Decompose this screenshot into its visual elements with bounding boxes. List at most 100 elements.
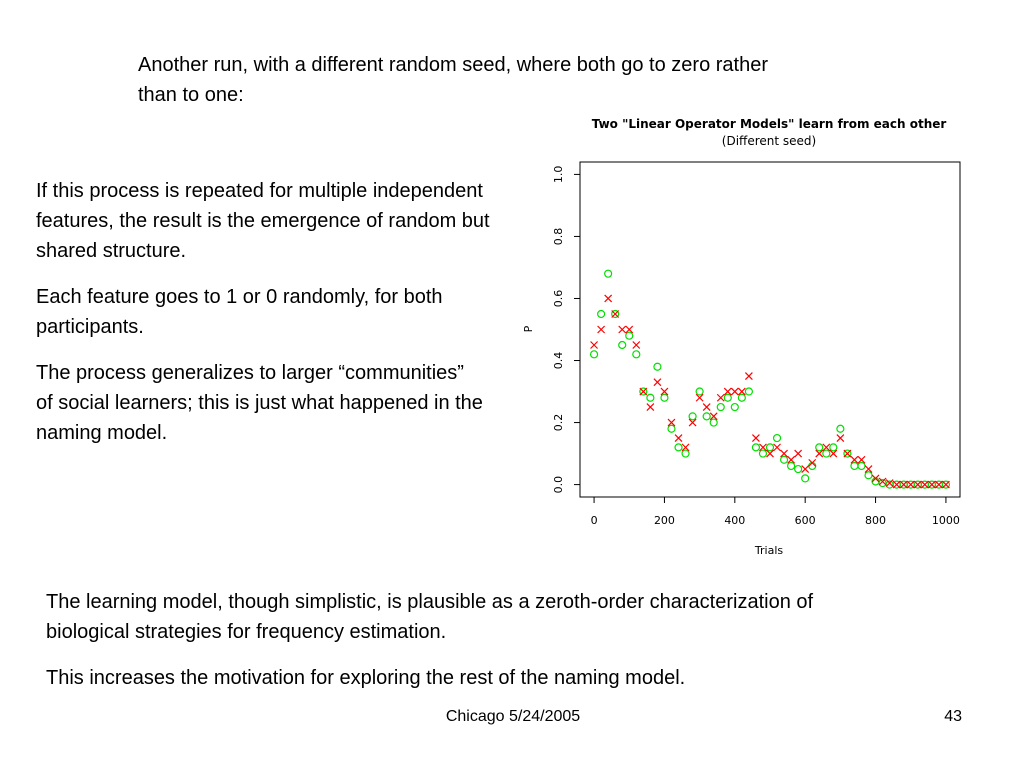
y-tick-label: 0.0 — [552, 476, 565, 494]
point — [772, 433, 782, 443]
point — [611, 310, 620, 318]
point — [604, 294, 613, 303]
point — [885, 479, 894, 487]
point — [773, 443, 781, 452]
y-tick-label: 0.2 — [552, 414, 565, 432]
point — [660, 393, 669, 402]
point — [674, 434, 683, 442]
left-text: If this process is repeated for multiple… — [36, 176, 506, 448]
point — [822, 443, 831, 452]
point — [913, 480, 922, 489]
point — [618, 325, 627, 334]
point — [815, 443, 824, 452]
point — [632, 341, 641, 349]
point — [801, 474, 810, 483]
plot-frame — [579, 161, 961, 498]
point — [787, 461, 796, 471]
point — [829, 449, 838, 458]
point — [646, 403, 655, 411]
point — [688, 418, 697, 427]
point — [906, 480, 915, 489]
point — [934, 480, 943, 489]
point — [779, 455, 789, 464]
y-tick-label: 0.8 — [552, 228, 565, 246]
paragraph: The learning model, though simplistic, i… — [46, 591, 814, 643]
point — [639, 387, 648, 396]
paragraph: If this process is repeated for multiple… — [36, 180, 490, 262]
point — [850, 461, 859, 471]
point — [688, 412, 697, 421]
point — [597, 325, 606, 334]
point — [878, 477, 887, 486]
point — [836, 424, 845, 433]
point — [702, 412, 711, 421]
point — [759, 443, 767, 452]
point — [850, 455, 859, 464]
point — [864, 471, 873, 480]
point — [632, 350, 641, 359]
point — [787, 455, 796, 464]
footer: Chicago 5/24/2005 — [445, 708, 581, 725]
point — [667, 424, 676, 433]
point — [744, 387, 753, 396]
point — [864, 465, 873, 474]
point — [625, 331, 634, 340]
chart-title: Two "Linear Operator Models" learn from … — [592, 117, 947, 131]
point — [927, 480, 936, 489]
point — [878, 478, 887, 488]
y-tick-label: 1.0 — [552, 166, 565, 184]
point — [702, 403, 711, 411]
point — [667, 418, 676, 427]
x-tick-label: 0 — [591, 514, 598, 527]
point — [941, 480, 951, 489]
point — [597, 309, 606, 319]
point — [843, 449, 852, 458]
point — [920, 480, 929, 489]
point — [639, 387, 648, 396]
point — [723, 387, 732, 396]
chart-subtitle: (Different seed) — [722, 134, 816, 148]
point — [822, 449, 831, 458]
point — [730, 387, 739, 396]
point — [618, 340, 627, 350]
point — [695, 387, 704, 396]
point — [653, 362, 662, 371]
point — [744, 372, 753, 380]
point — [857, 461, 866, 471]
point — [660, 387, 669, 396]
point — [843, 449, 852, 458]
point — [794, 464, 803, 474]
x-tick-label: 1000 — [932, 514, 960, 527]
point — [752, 434, 760, 442]
x-tick-label: 400 — [724, 514, 745, 527]
point — [808, 458, 817, 467]
y-axis-label: P — [522, 325, 535, 332]
point — [780, 449, 788, 458]
point — [716, 393, 725, 402]
point — [737, 387, 746, 396]
point — [899, 480, 908, 489]
point — [681, 449, 690, 458]
point — [836, 434, 845, 442]
point — [765, 443, 775, 452]
paragraph: The process generalizes to larger “commu… — [36, 362, 483, 444]
point — [709, 418, 718, 427]
point — [794, 449, 803, 458]
point — [695, 393, 704, 402]
point — [871, 474, 880, 483]
point — [589, 350, 599, 359]
point — [611, 309, 620, 319]
paragraph: This increases the motivation for explor… — [46, 667, 686, 689]
point — [766, 449, 774, 458]
point — [723, 393, 732, 402]
point — [730, 402, 739, 412]
page-number: 43 — [944, 708, 962, 725]
x-axis-label: Trials — [754, 544, 783, 557]
point — [646, 393, 655, 402]
x-tick-label: 600 — [795, 514, 816, 527]
point — [716, 402, 725, 412]
point — [674, 443, 683, 452]
x-tick-label: 200 — [654, 514, 675, 527]
